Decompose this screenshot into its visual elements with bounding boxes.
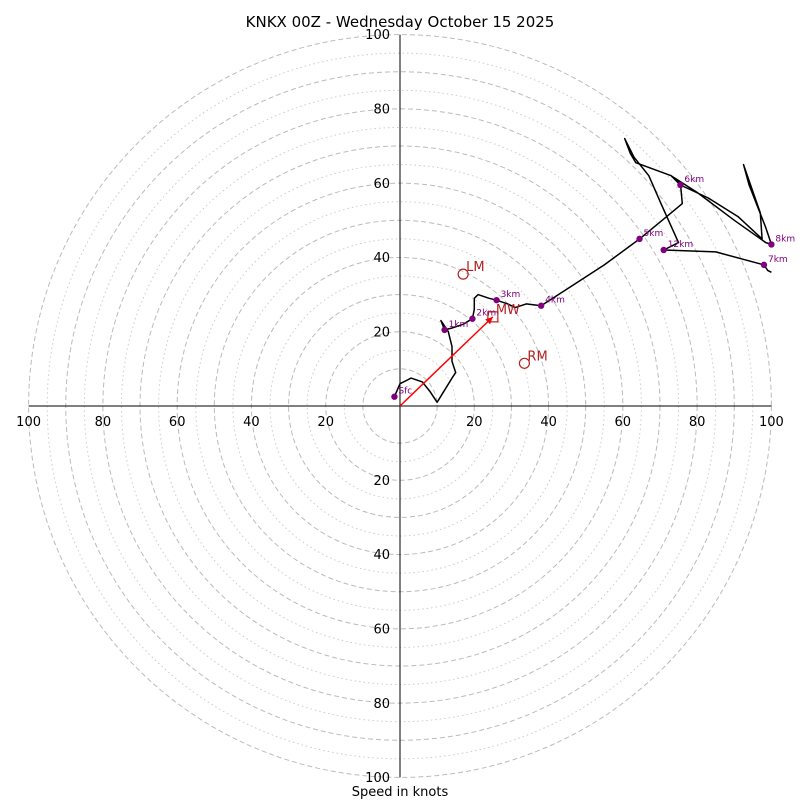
storm-motion-marker-LM: [457, 268, 469, 280]
tick-up-60: 60: [373, 177, 390, 192]
storm-motion-label-LM: LM: [466, 260, 484, 275]
tick-down-100: 100: [365, 771, 390, 786]
storm-motion-label-MW: MW: [496, 303, 520, 318]
height-label-3km: 3km: [501, 290, 521, 300]
height-label-Sfc: Sfc: [398, 387, 412, 397]
height-marker-1km: [441, 326, 448, 334]
height-label-2km: 2km: [476, 309, 496, 319]
tick-up-100: 100: [365, 28, 390, 43]
height-label-5km: 5km: [644, 229, 664, 239]
height-label-4km: 4km: [545, 296, 565, 306]
height-marker-Sfc: [391, 393, 398, 400]
height-marker-8km: [768, 241, 775, 248]
tick-down-20: 20: [373, 474, 390, 489]
tick-right-80: 80: [689, 415, 706, 430]
tick-left-40: 40: [243, 415, 260, 430]
height-marker-2km: [469, 315, 476, 322]
tick-down-80: 80: [373, 697, 390, 712]
tick-right-20: 20: [466, 415, 483, 430]
tick-down-40: 40: [373, 548, 390, 563]
storm-motion-label-RM: RM: [527, 349, 547, 364]
x-axis-label: Speed in knots: [352, 785, 449, 800]
tick-right-100: 100: [759, 415, 784, 430]
tick-left-20: 20: [317, 415, 334, 430]
height-marker-6km: [677, 181, 684, 189]
tick-left-100: 100: [16, 415, 41, 430]
storm-motion-marker-MW: [487, 311, 499, 323]
shear-vector-line: [399, 316, 494, 407]
height-markers-layer: Sfc 1km 2km 3km 4km 5km 6km 7km 8km 12km: [391, 175, 795, 400]
hodograph-trace: [393, 137, 773, 404]
tick-left-80: 80: [95, 415, 112, 430]
hodograph-trace-layer: [393, 137, 773, 404]
chart-title: KNKX 00Z - Wednesday October 15 2025: [246, 13, 555, 31]
axis-ticks: 20 40 60 80 100 100 80 60 40 20 20 40 60…: [16, 28, 784, 786]
height-marker-3km: [493, 296, 500, 304]
shear-vector-arrowhead: [485, 316, 493, 325]
height-marker-5km: [636, 235, 643, 243]
height-label-1km: 1km: [449, 320, 469, 330]
tick-left-60: 60: [169, 415, 186, 430]
tick-down-60: 60: [373, 623, 390, 638]
shear-vector-layer: [399, 316, 494, 407]
tick-up-40: 40: [373, 251, 390, 266]
tick-right-60: 60: [615, 415, 632, 430]
height-marker-4km: [537, 302, 545, 309]
height-label-12km: 12km: [668, 240, 693, 250]
storm-motion-marker-RM: [518, 357, 531, 369]
tick-up-80: 80: [373, 103, 390, 118]
tick-up-20: 20: [373, 325, 390, 340]
height-label-8km: 8km: [775, 234, 795, 244]
height-label-7km: 7km: [768, 255, 788, 265]
height-marker-7km: [760, 261, 768, 269]
height-label-6km: 6km: [684, 175, 704, 185]
storm-motion-layer: LM MW RM: [457, 260, 548, 369]
tick-right-40: 40: [540, 415, 557, 430]
height-marker-12km: [660, 246, 667, 254]
